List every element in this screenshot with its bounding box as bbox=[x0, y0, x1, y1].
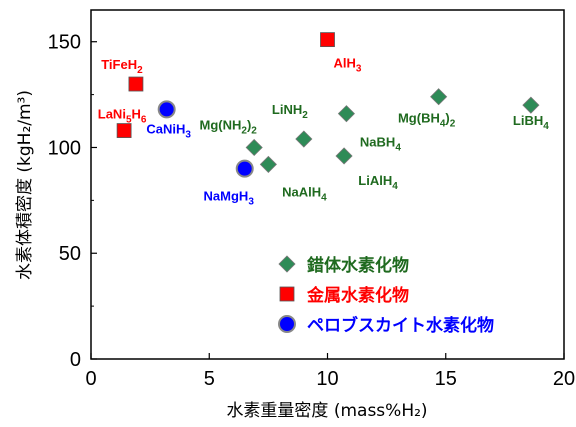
x-tick-label: 20 bbox=[553, 368, 575, 390]
data-label-libh4: LiBH4 bbox=[513, 113, 549, 132]
data-point-mgbh42 bbox=[430, 88, 448, 106]
data-point-alh3 bbox=[320, 32, 335, 48]
y-axis-label: 水素体積密度 (kgH₂/m³) bbox=[15, 90, 35, 280]
data-point-linh2 bbox=[295, 130, 313, 148]
legend-entry: ペロブスカイト水素化物 bbox=[307, 315, 494, 336]
data-point-nabh4 bbox=[337, 105, 355, 123]
legend-marker-square bbox=[279, 286, 295, 302]
data-label-naalh4: NaAlH4 bbox=[282, 184, 327, 203]
x-axis-label: 水素重量密度 (mass%H₂) bbox=[226, 401, 427, 421]
data-point-canih3 bbox=[157, 100, 176, 119]
x-tick-label: 10 bbox=[316, 368, 338, 390]
x-tick-label: 5 bbox=[204, 368, 215, 390]
y-tick-label: 100 bbox=[48, 137, 81, 159]
data-point-naalh4 bbox=[259, 155, 277, 173]
y-tick-label: 150 bbox=[48, 32, 81, 54]
data-label-alh3: AlH3 bbox=[334, 56, 362, 75]
data-label-mgnh22: Mg(NH2)2 bbox=[200, 117, 258, 136]
data-label-linh2: LiNH2 bbox=[272, 102, 308, 121]
data-label-mgbh42: Mg(BH4)2 bbox=[398, 111, 456, 130]
data-label-lialh4: LiAlH4 bbox=[358, 173, 398, 192]
data-point-lani5h6 bbox=[116, 123, 132, 138]
data-label-nabh4: NaBH4 bbox=[360, 135, 401, 154]
data-point-namgh3 bbox=[235, 159, 254, 178]
data-marks: LiBH4 Mg(BH4)2 NaBH4 LiAlH4 LiNH2 Mg(NH2)2 NaA… bbox=[98, 32, 549, 208]
data-label-canih3: CaNiH3 bbox=[146, 121, 191, 140]
legend-entry: 錯体水素化物 bbox=[307, 255, 409, 276]
data-label-lani5h6: LaNi5H6 bbox=[98, 107, 147, 126]
legend-marker-circle bbox=[278, 315, 296, 333]
legend-marker-diamond bbox=[278, 255, 296, 273]
x-tick-label: 15 bbox=[435, 368, 457, 390]
y-tick-label: 50 bbox=[59, 243, 81, 265]
legend-entry: 金属水素化物 bbox=[306, 285, 409, 306]
data-label-namgh3: NaMgH3 bbox=[204, 189, 255, 208]
data-label-tifeh2: TiFeH2 bbox=[101, 57, 143, 76]
data-point-tifeh2 bbox=[128, 76, 144, 92]
axes: 0 5 10 15 20 0 50 100 150 bbox=[48, 32, 576, 390]
data-point-libh4 bbox=[522, 96, 540, 114]
plot-frame bbox=[90, 9, 565, 360]
x-tick-label: 0 bbox=[85, 368, 96, 390]
data-point-mgnh22 bbox=[245, 138, 263, 157]
y-tick-label: 0 bbox=[70, 349, 81, 371]
data-point-lialh4 bbox=[335, 147, 353, 165]
